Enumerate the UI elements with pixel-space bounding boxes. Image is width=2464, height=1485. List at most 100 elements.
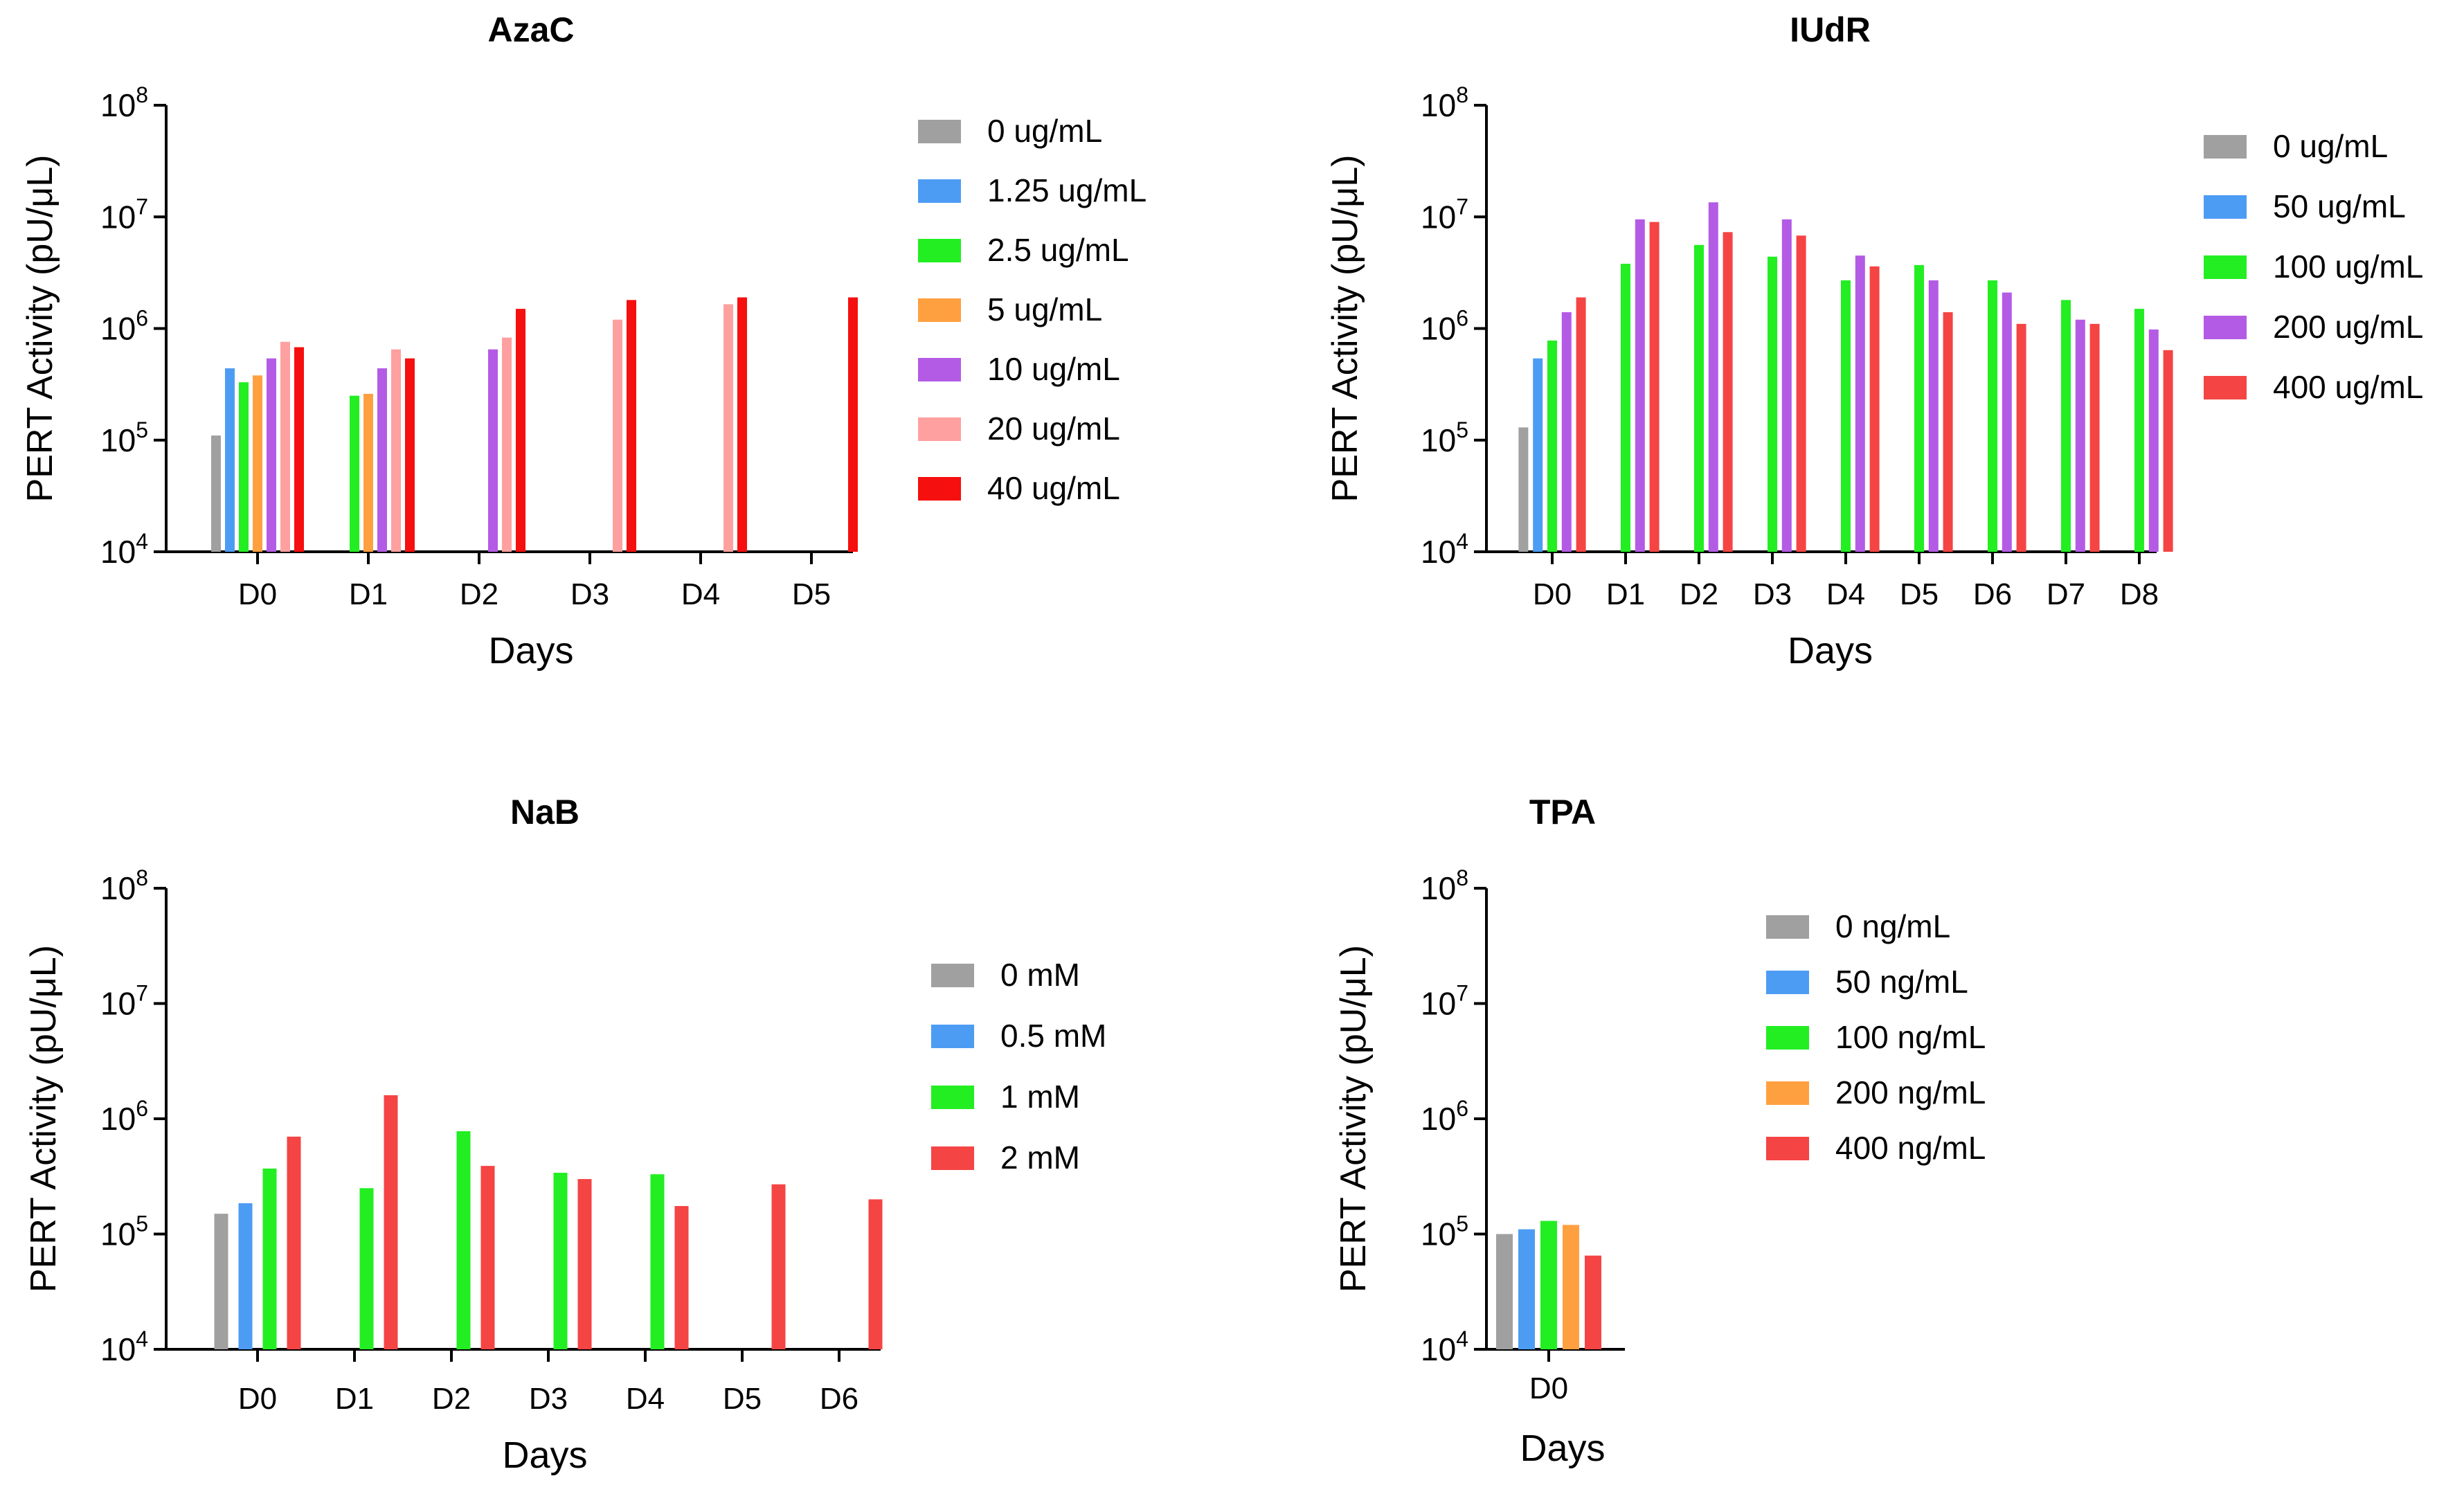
y-tick-label: 104 [1421,1326,1468,1367]
legend-label: 400 ug/mL [2273,369,2423,405]
bar [1547,340,1557,552]
legend-swatch [931,1086,974,1109]
y-tick-label: 107 [1421,194,1468,235]
y-tick-label: 107 [1421,981,1468,1022]
bar [350,395,359,552]
bar [294,347,304,552]
legend-swatch [1766,1026,1809,1050]
y-tick-label: 108 [100,865,148,906]
legend-swatch [2204,376,2247,399]
chart-title: TPA [1529,793,1596,831]
chart-title: NaB [510,793,579,831]
x-tick-label: D0 [1529,1371,1568,1405]
legend-swatch [918,417,961,441]
bar [2016,323,2026,552]
bar [391,349,401,552]
bar [771,1184,786,1349]
legend-swatch [1766,1137,1809,1160]
bar [1649,222,1660,552]
bar [456,1131,471,1349]
legend-swatch [1766,1081,1809,1105]
y-tick-label: 106 [100,306,148,347]
x-tick-label: D0 [1533,577,1572,611]
legend-label: 0 ug/mL [987,113,1102,149]
legend-label: 10 ug/mL [987,351,1120,387]
bar [1635,219,1645,552]
x-tick-label: D0 [238,1382,277,1416]
bar [868,1199,883,1349]
bar [253,375,262,552]
bar [650,1174,665,1349]
bar [1585,1255,1601,1349]
x-tick-label: D4 [681,577,720,611]
bar [405,358,415,552]
bar [211,435,221,552]
chart-panel-azac: AzaC 104 105 106 107 108 PERT Activity (pU/μL)… [20,10,1146,672]
bar [359,1188,374,1349]
legend-label: 400 ng/mL [1835,1130,1986,1166]
legend-label: 40 ug/mL [987,470,1120,506]
x-tick-label: D3 [529,1382,568,1416]
bar [1708,202,1718,552]
x-tick-label: D3 [1753,577,1792,611]
bar [1796,235,1806,552]
bar [1988,280,1997,552]
x-tick-label: D0 [238,577,277,611]
chart-panel-nab: NaB 104 105 106 107 108 PERT Activity (pU/μL) D… [24,793,1106,1476]
legend-label: 5 ug/mL [987,291,1102,327]
legend-label: 100 ng/mL [1835,1019,1986,1055]
bar [280,341,290,552]
bar [1914,264,1924,552]
legend-swatch [1766,915,1809,939]
x-tick-label: D2 [1680,577,1718,611]
bar [239,382,249,552]
x-axis-label: Days [488,630,573,672]
legend-swatch [931,964,974,987]
legend-swatch [918,239,961,262]
y-tick-label: 107 [100,981,148,1022]
bar [1496,1234,1513,1349]
y-tick-label: 108 [100,82,148,123]
legend-label: 1.25 ug/mL [987,172,1146,208]
legend-swatch [2204,195,2247,219]
chart-panel-tpa: TPA 104 105 106 107 108 PERT Activity (pU/μL) D… [1333,793,1986,1469]
bar [1540,1221,1557,1349]
bar [384,1095,398,1349]
legend-swatch [918,298,961,322]
legend-swatch [918,477,961,501]
legend-swatch [918,358,961,381]
bar [262,1168,277,1349]
bar [238,1203,253,1349]
bar [502,337,512,552]
bar [1869,266,1880,552]
bar [287,1136,301,1349]
bar [723,304,733,552]
legend-label: 100 ug/mL [2273,249,2423,285]
y-tick-label: 107 [100,194,148,235]
x-tick-label: D1 [1606,577,1645,611]
bar [480,1166,495,1349]
legend-label: 0 mM [1000,957,1080,993]
y-tick-label: 104 [100,529,148,570]
bar [577,1179,592,1349]
x-tick-label: D5 [723,1382,762,1416]
legend-label: 2 mM [1000,1140,1080,1176]
legend-swatch [2204,316,2247,339]
x-tick-label: D2 [432,1382,471,1416]
bar [1855,255,1865,552]
bar [2061,300,2071,552]
legend-label: 50 ug/mL [2273,188,2406,224]
legend-label: 0.5 mM [1000,1018,1106,1054]
bar [1781,219,1792,552]
x-tick-label: D4 [626,1382,665,1416]
bar [2089,323,2100,552]
bar [1928,280,1939,552]
bar [1563,1225,1579,1349]
bar [613,319,622,552]
bar [1561,312,1572,552]
legend-label: 50 ng/mL [1835,964,1968,1000]
x-tick-label: D8 [2120,577,2159,611]
y-tick-label: 108 [1421,865,1468,906]
legend-label: 20 ug/mL [987,411,1120,447]
